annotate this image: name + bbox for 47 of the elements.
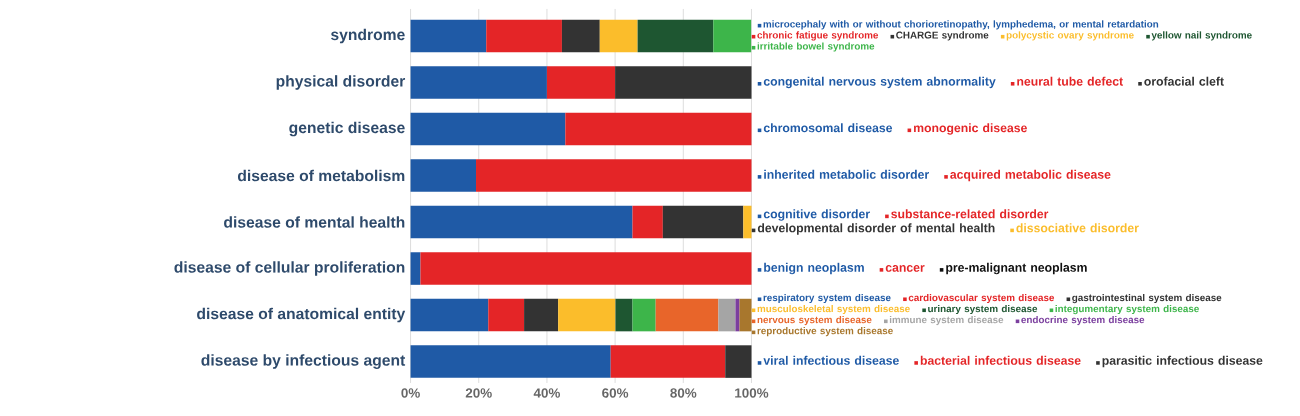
- y-tick-label: genetic disease: [289, 121, 405, 137]
- x-tick-label: 100%: [735, 388, 769, 398]
- legend-label: orofacial cleft: [1144, 76, 1224, 86]
- legend-label: viral infectious disease: [763, 355, 899, 365]
- legend-label: immune system disease: [889, 315, 1004, 326]
- legend-label: bacterial infectious disease: [920, 355, 1081, 365]
- legend-label: parasitic infectious disease: [1102, 355, 1263, 368]
- legend-label: nervous system disease: [757, 315, 872, 326]
- legend-label: benign neoplasm: [764, 262, 864, 275]
- legend-label: integumentary system disease: [1055, 304, 1199, 315]
- legend-label: dissociative disorder: [1016, 223, 1139, 233]
- y-tick-label: disease of mental health: [224, 216, 405, 228]
- legend-label: neural tube defect: [1017, 76, 1123, 86]
- legend-label: substance-related disorder: [891, 209, 1049, 219]
- legend-label: cognitive disorder: [763, 209, 870, 221]
- legend-label: chronic fatigue syndrome: [757, 31, 879, 41]
- legend-label: pre-malignant neoplasm: [946, 262, 1087, 275]
- legend-label: gastrointestinal system disease: [1072, 293, 1222, 304]
- legend-label: urinary system disease: [928, 304, 1038, 315]
- legend-label: acquired metabolic disease: [950, 169, 1111, 182]
- x-tick-label: 0%: [401, 388, 420, 398]
- y-tick-label: disease of anatomical entity: [197, 307, 406, 323]
- legend-label: monogenic disease: [913, 123, 1027, 135]
- legend-label: musculoskeletal system disease: [757, 304, 910, 315]
- y-tick-label: syndrome: [331, 28, 405, 44]
- x-tick-label: 20%: [465, 388, 492, 398]
- y-tick-label: disease of metabolism: [237, 169, 405, 182]
- y-tick-label: physical disorder: [276, 75, 406, 90]
- legend-label: polycystic ovary syndrome: [1006, 31, 1134, 41]
- x-tick-label: 60%: [602, 388, 629, 398]
- legend-label: reproductive system disease: [757, 326, 893, 337]
- legend-label: inherited metabolic disorder: [764, 169, 929, 179]
- legend-label: microcephaly with or without chorioretinopathy, lymphedema, or mental retardation: [763, 20, 1159, 30]
- legend-label: chromosomal disease: [763, 123, 893, 133]
- legend-label: congenital nervous system abnormality: [763, 76, 996, 89]
- legend-label: respiratory system disease: [763, 293, 891, 304]
- legend-label: endocrine system disease: [1021, 315, 1145, 326]
- y-tick-label: disease of cellular proliferation: [174, 261, 405, 276]
- legend-label: irritable bowel syndrome: [757, 42, 875, 52]
- legend-label: CHARGE syndrome: [896, 31, 989, 41]
- y-tick-label: disease by infectious agent: [201, 354, 406, 369]
- legend-label: cancer: [885, 265, 925, 272]
- x-tick-label: 40%: [533, 388, 560, 398]
- legend-label: yellow nail syndrome: [1151, 31, 1252, 41]
- legend-label: cardiovascular system disease: [908, 293, 1055, 304]
- legend-label: developmental disorder of mental health: [757, 223, 995, 235]
- x-tick-label: 80%: [670, 388, 697, 398]
